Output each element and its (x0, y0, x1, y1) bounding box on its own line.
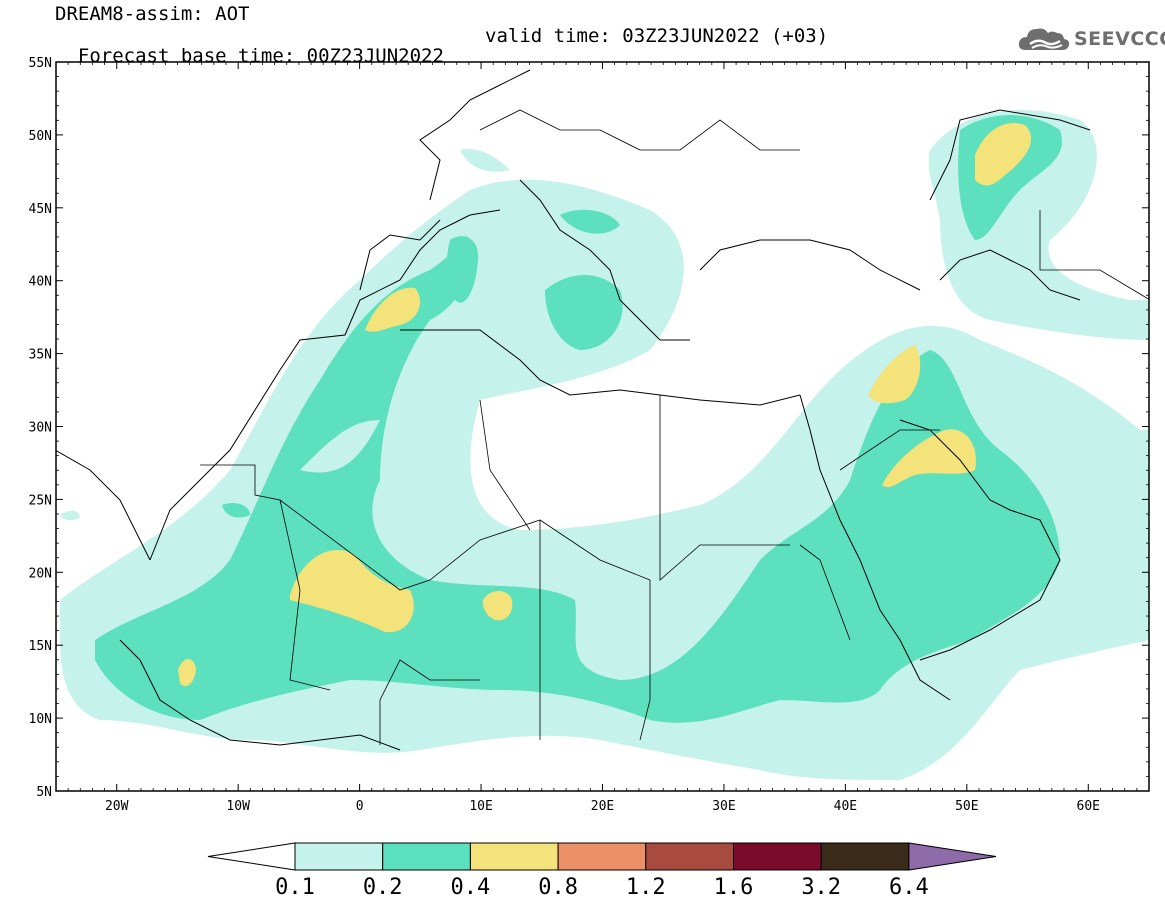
colorbar-label: 0.2 (363, 875, 403, 900)
base-time: Forecast base time: 00Z23JUN2022 (77, 45, 444, 67)
lat-label: 25N (29, 493, 52, 508)
lon-label: 0 (356, 799, 364, 814)
logo-text: SEEVCCC (1074, 28, 1165, 50)
lat-label: 5N (36, 785, 52, 800)
colorbar: 0.1 0.2 0.4 0.8 1.2 1.6 3.2 6.4 (207, 842, 997, 900)
lon-label: 20W (105, 799, 129, 814)
lat-label: 45N (29, 202, 52, 217)
lon-label: 40E (834, 799, 857, 814)
colorbar-segment (557, 842, 647, 871)
aot-shading (60, 110, 1149, 780)
colorbar-segment (645, 842, 734, 871)
lon-label: 60E (1077, 799, 1100, 814)
borders (200, 109, 1149, 745)
colorbar-arrow-low (207, 842, 296, 871)
colorbar-label: 1.2 (626, 875, 666, 900)
colorbar-segment (382, 842, 471, 871)
colorbar-segment (733, 842, 822, 871)
coastlines (56, 69, 1091, 751)
lon-label: 50E (955, 799, 978, 814)
colorbar-segment (469, 842, 559, 871)
seevccc-logo: SEEVCCC (1018, 24, 1165, 54)
lat-label: 40N (29, 275, 52, 290)
lat-label: 15N (29, 639, 52, 654)
forecast-time-line: Forecast base time: 00Z23JUN2022 valid t… (55, 26, 828, 86)
lat-label: 20N (29, 566, 52, 581)
colorbar-label: 0.4 (451, 875, 491, 900)
lat-label: 35N (29, 348, 52, 363)
colorbar-arrow-high (908, 842, 997, 871)
lon-label: 10E (469, 799, 492, 814)
colorbar-label: 6.4 (889, 875, 929, 900)
lat-label: 10N (29, 712, 52, 727)
valid-time: valid time: 03Z23JUN2022 (+03) (485, 25, 829, 47)
lon-label: 10W (226, 799, 250, 814)
lat-label: 30N (29, 421, 52, 436)
lat-label: 55N (29, 56, 52, 71)
colorbar-segment (820, 842, 910, 871)
chart-title: DREAM8-assim: AOT (55, 3, 250, 25)
aot-band-0.4 (178, 123, 1032, 687)
longitude-ticks: 20W 10W 0 10E 20E 30E 40E 50E 60E (67, 62, 1138, 814)
cloud-icon (1018, 28, 1070, 50)
latitude-ticks: 55N 50N 45N 40N 35N 30N 25N 20N 15N 10N 5N (29, 56, 1149, 800)
colorbar-label: 0.8 (538, 875, 578, 900)
colorbar-label: 1.6 (714, 875, 754, 900)
lon-label: 30E (712, 799, 735, 814)
colorbar-label: 3.2 (801, 875, 841, 900)
lat-label: 50N (29, 129, 52, 144)
lon-label: 20E (591, 799, 614, 814)
colorbar-segment (294, 842, 384, 871)
colorbar-label: 0.1 (275, 875, 315, 900)
